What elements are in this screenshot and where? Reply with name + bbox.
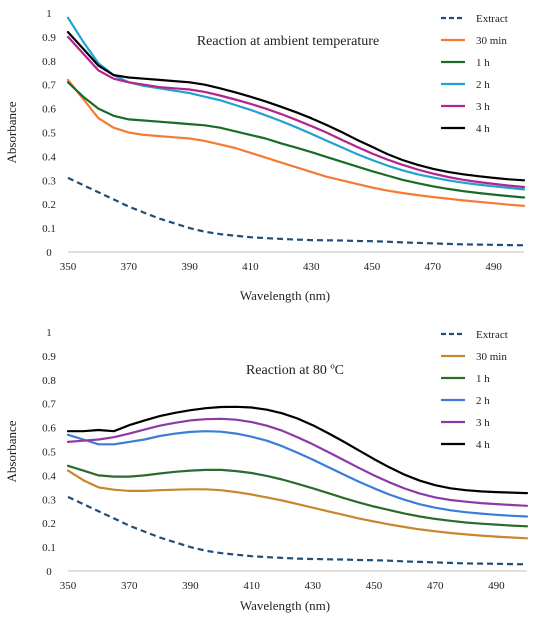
x-tick-label: 370 [121,580,138,592]
chart-2: 0 0.1 0.2 0.3 0.4 0.5 0.6 0.7 0.8 0.9 1 350 370 390 41… [4,327,529,613]
y-tick-label: 0 [46,247,52,259]
y-tick-label: 0.4 [42,151,56,163]
series-line-30-min [66,469,529,540]
x-tick-label: 490 [488,580,505,592]
series-line-1-h [66,81,526,199]
y-tick-label: 0.3 [42,494,56,506]
x-tick-label: 430 [303,261,320,273]
y-tick-label: 1 [46,327,52,339]
x-tick-label: 430 [305,580,322,592]
series-line-3-h [66,35,526,189]
y-tick-label: 0.7 [42,399,56,411]
chart-title: Reaction at ambient temperature [197,34,379,49]
y-tick-label: 0.5 [42,128,56,140]
y-tick-label: 0.6 [42,104,56,116]
x-axis-label: Wavelength (nm) [240,598,330,613]
chart-1: 0 0.1 0.2 0.3 0.4 0.5 0.6 0.7 0.8 0.9 1 350 370 390 41… [4,8,526,303]
legend-label: 3 h [476,417,490,429]
series-line-3-h [66,417,529,507]
legend: Extract 30 min 1 h 2 h 3 h 4 h [441,329,508,451]
x-tick-label: 450 [366,580,383,592]
y-tick-label: 0.1 [42,223,56,235]
y-tick-label: 0.5 [42,447,56,459]
x-tick-label: 410 [243,580,260,592]
y-tick-label: 0 [46,566,52,578]
legend-label: 2 h [476,79,490,91]
legend-label: 4 h [476,439,490,451]
legend-label: 2 h [476,395,490,407]
series-line-extract [67,176,525,247]
series-line-2-h [66,16,526,191]
legend-label: 30 min [476,35,507,47]
legend-label: 30 min [476,351,507,363]
x-tick-label: 390 [182,580,199,592]
x-tick-label: 470 [425,261,442,273]
x-tick-label: 410 [242,261,259,273]
series-line-4-h [66,405,529,495]
y-tick-label: 0.9 [42,32,56,44]
y-tick-label: 0.9 [42,351,56,363]
y-tick-label: 0.8 [42,375,56,387]
chart-title: Reaction at 80 ºC [246,363,344,378]
series-line-30-min [66,78,526,207]
legend-label: 1 h [476,373,490,385]
legend-label: Extract [476,13,508,25]
y-axis-label: Absorbance [4,101,19,163]
y-tick-label: 0.6 [42,423,56,435]
legend-label: 1 h [476,57,490,69]
y-tick-label: 0.8 [42,56,56,68]
y-tick-label: 0.3 [42,175,56,187]
y-tick-label: 0.2 [42,518,56,530]
legend-label: 3 h [476,101,490,113]
series-line-4-h [66,30,526,182]
x-tick-label: 450 [364,261,381,273]
x-tick-label: 470 [427,580,444,592]
y-tick-label: 1 [46,8,52,20]
series-line-1-h [66,464,529,528]
series-line-2-h [66,430,529,518]
x-tick-label: 370 [121,261,138,273]
y-tick-label: 0.4 [42,470,56,482]
x-tick-label: 350 [60,261,77,273]
x-tick-label: 390 [181,261,198,273]
legend: Extract 30 min 1 h 2 h 3 h 4 h [441,13,508,135]
series-line-extract [67,495,528,566]
x-axis-label: Wavelength (nm) [240,288,330,303]
legend-label: 4 h [476,123,490,135]
y-axis-label: Absorbance [4,420,19,482]
x-tick-label: 490 [485,261,502,273]
y-tick-label: 0.2 [42,199,56,211]
y-tick-label: 0.1 [42,542,56,554]
legend-label: Extract [476,329,508,341]
y-tick-label: 0.7 [42,80,56,92]
x-tick-label: 350 [60,580,77,592]
